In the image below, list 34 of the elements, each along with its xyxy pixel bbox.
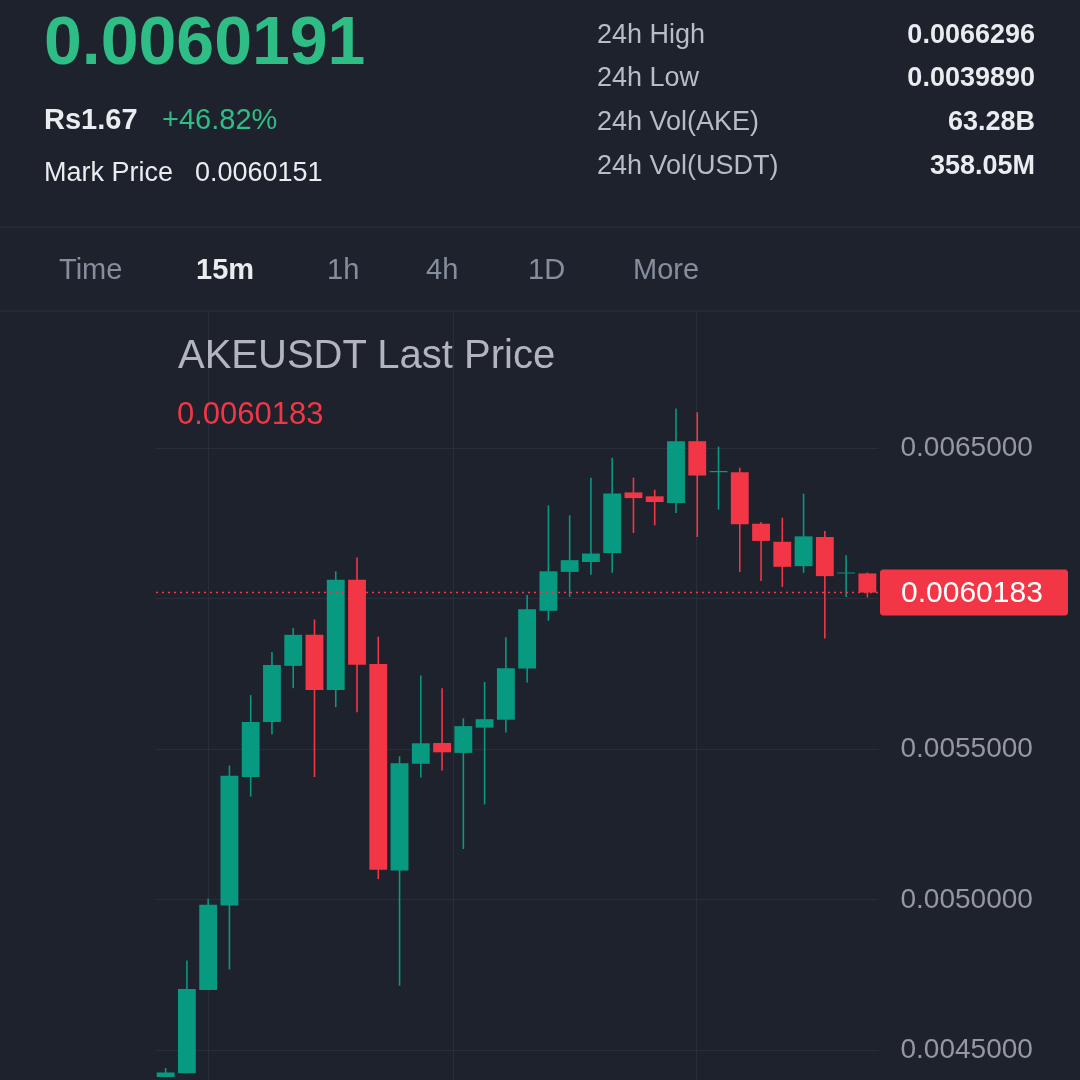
text: +46.82% — [162, 103, 278, 135]
text: 0.0060151 — [195, 157, 323, 187]
text: 1D — [528, 253, 566, 285]
candlestick — [411, 674, 430, 779]
y-tick-label: 0.0055000 — [900, 732, 1033, 764]
text: Time — [59, 253, 123, 285]
candlestick — [560, 514, 579, 598]
candlestick — [582, 476, 600, 576]
text: 24h Vol(AKE) — [597, 106, 760, 136]
text: AKEUSDT Last Price — [178, 332, 556, 376]
text: 24h High — [597, 19, 706, 49]
ref-line-label: 0.0060183 — [901, 574, 1043, 608]
text: More — [633, 253, 700, 285]
candlestick — [624, 476, 643, 534]
text: Rs1.67 — [44, 103, 138, 135]
annotation: 0.0060183 — [177, 396, 324, 431]
text: 0.0060191 — [44, 2, 366, 78]
text: 24h Vol(USDT) — [597, 150, 779, 180]
text: 0.0039890 — [907, 62, 1035, 92]
y-tick-label: 0.0045000 — [900, 1033, 1033, 1065]
text: 4h — [426, 253, 459, 285]
text: 1h — [327, 253, 360, 285]
text: 24h Low — [597, 62, 700, 92]
candlestick — [433, 687, 451, 772]
y-tick-label: 0.0050000 — [900, 882, 1033, 914]
text: 358.05M — [929, 150, 1035, 180]
text: 63.28B — [947, 106, 1035, 136]
y-tick-label: 0.0065000 — [900, 431, 1033, 463]
candlestick — [645, 488, 664, 527]
text: 15m — [196, 253, 255, 285]
text: Mark Price — [44, 157, 174, 187]
candlestick — [752, 521, 770, 582]
text: 0.0066296 — [907, 19, 1035, 49]
candlestick — [475, 681, 494, 806]
